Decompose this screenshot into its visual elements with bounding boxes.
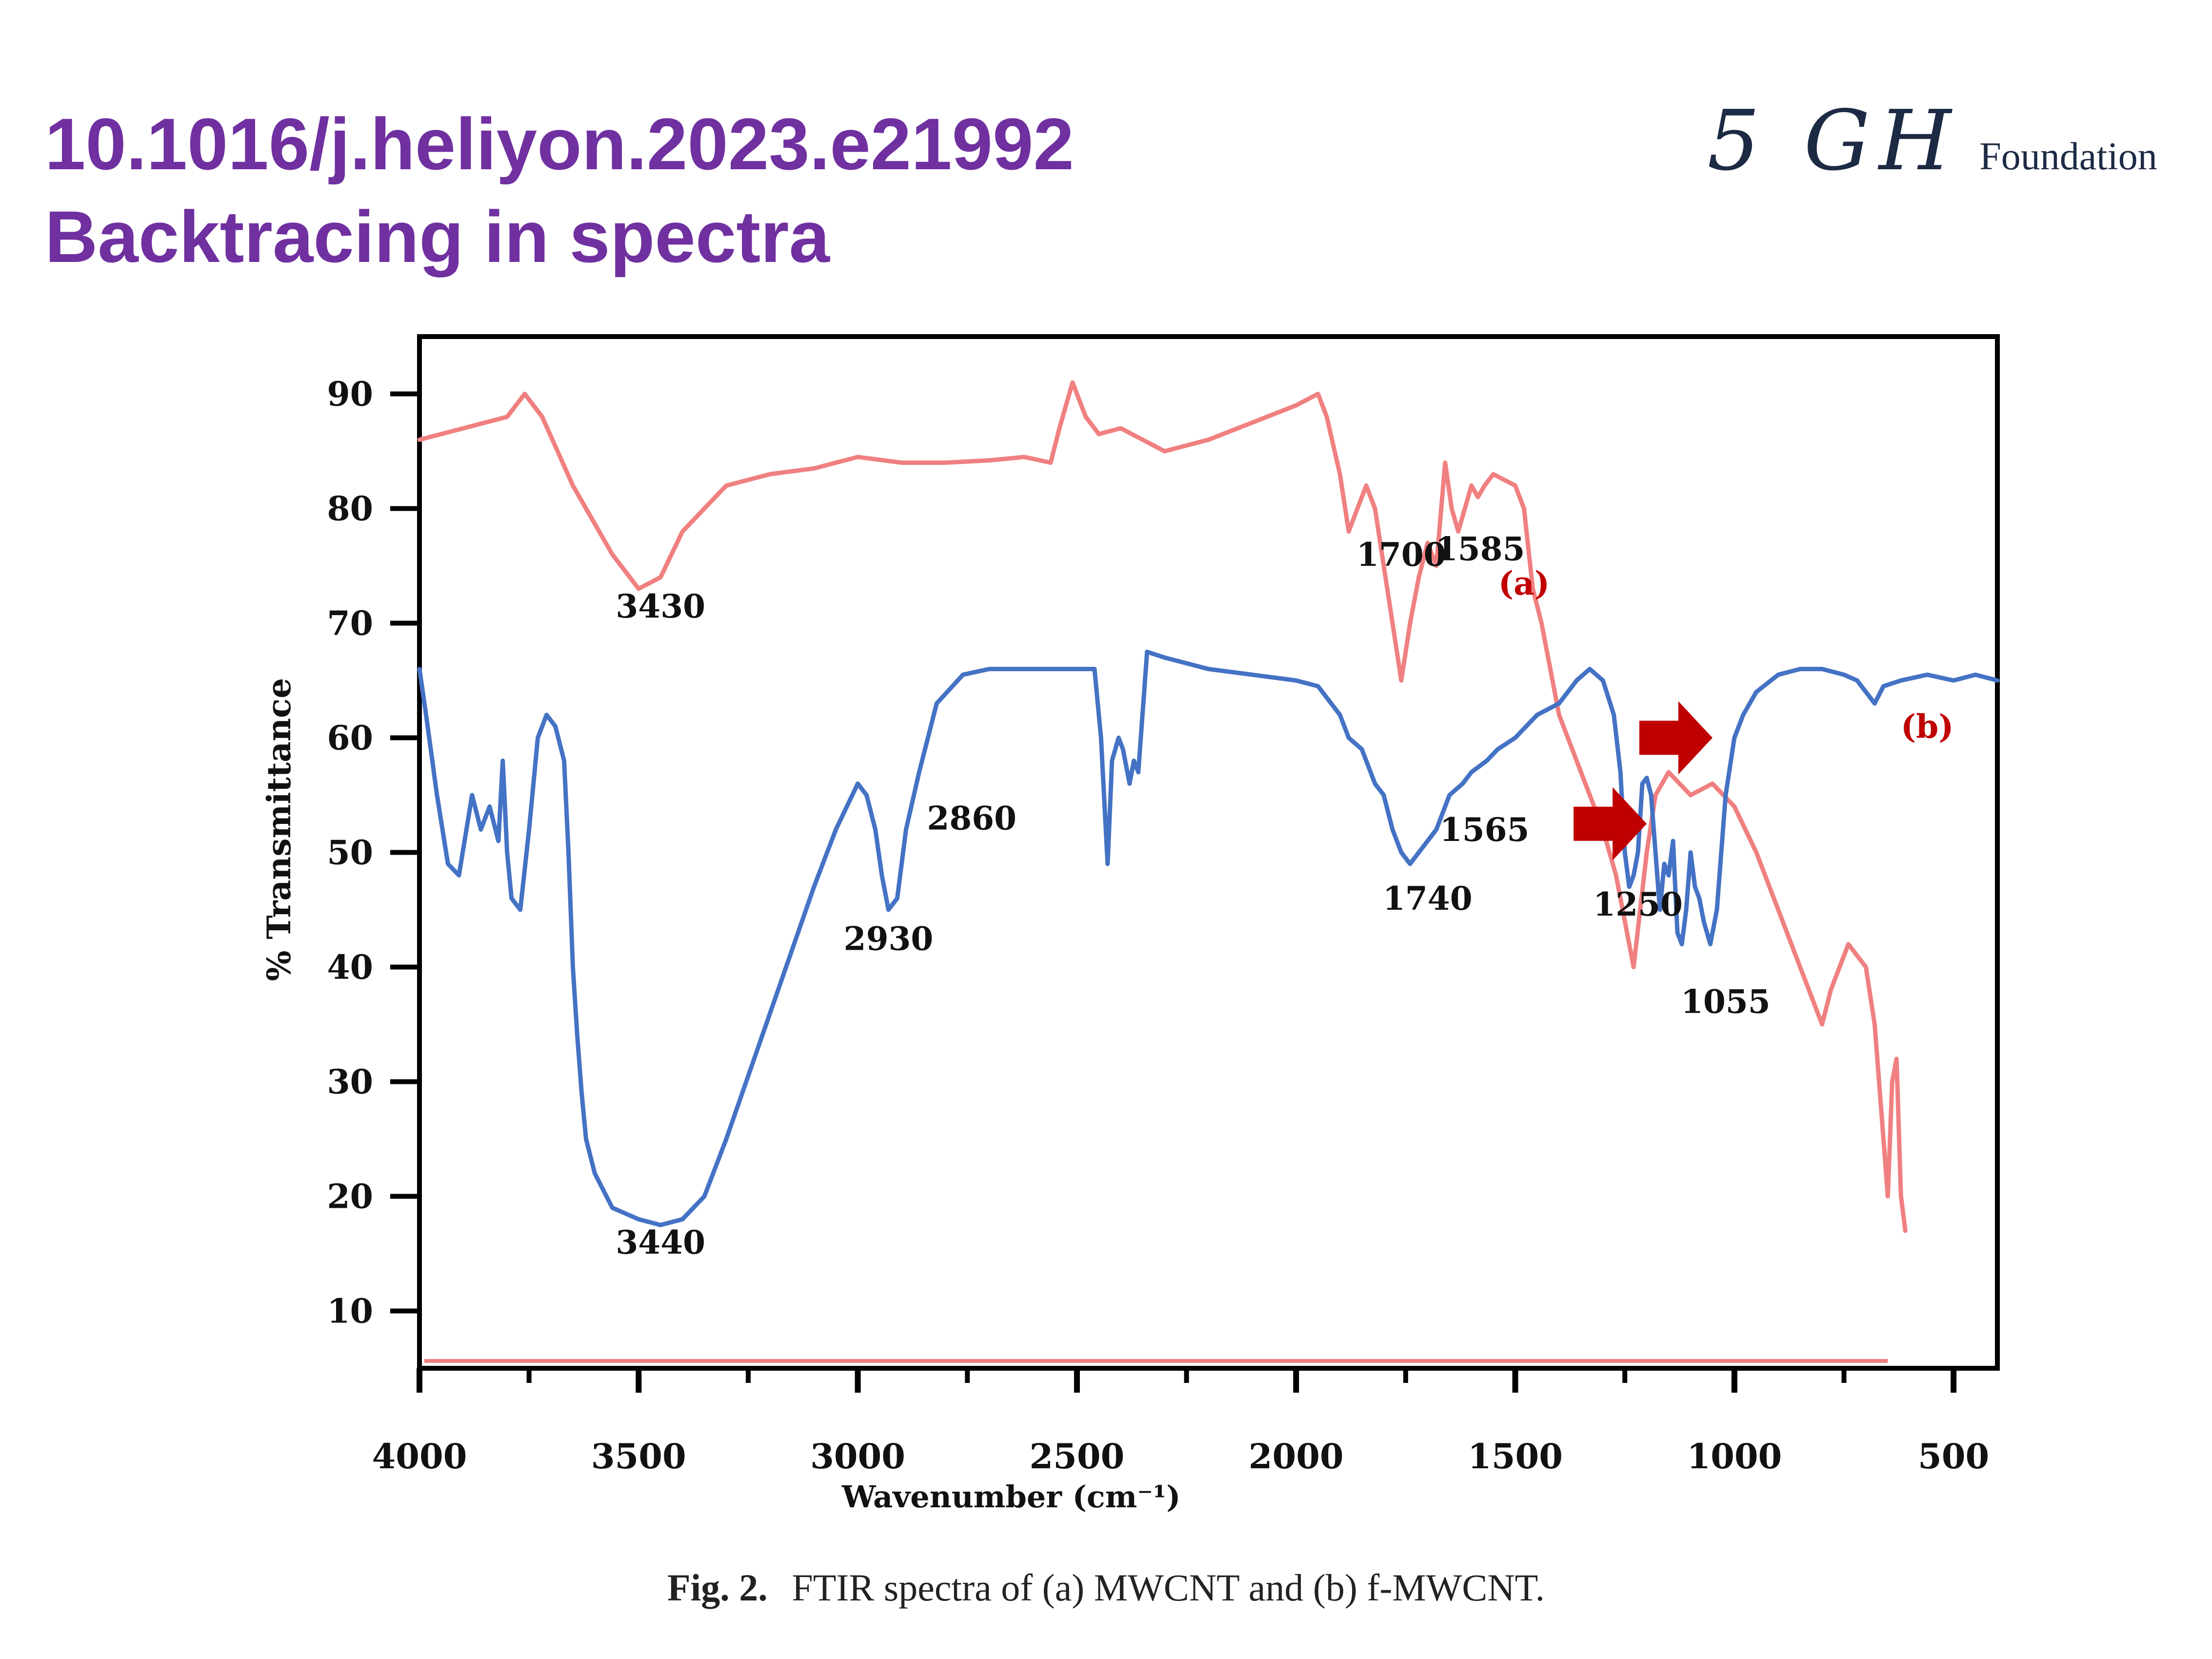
peak-label: 1585	[1435, 530, 1525, 568]
peak-label: 1055	[1681, 983, 1771, 1021]
peak-label: (a)	[1498, 564, 1550, 602]
y-tick-label: 80	[327, 490, 373, 529]
highlight-arrow-icon	[1639, 701, 1713, 775]
y-tick-label: 90	[327, 375, 373, 414]
highlight-arrow-icon	[1574, 787, 1647, 860]
x-tick-label: 500	[1918, 1436, 1989, 1477]
y-tick-label: 50	[327, 834, 373, 873]
ftir-chart: 10 20 30 40 50 60 70 80 90 4000 3500 3000 2500 2000 15…	[260, 334, 2000, 1515]
y-tick-label: 20	[327, 1178, 373, 1217]
peak-label: 2930	[844, 919, 934, 958]
x-tick-label: 3500	[591, 1436, 686, 1477]
x-tick-label: 3000	[810, 1436, 905, 1477]
figure-caption-text: FTIR spectra of (a) MWCNT and (b) f-MWCN…	[792, 1566, 1545, 1609]
peak-label: (b)	[1901, 708, 1954, 746]
y-tick-label: 10	[327, 1292, 373, 1331]
series-line-b	[417, 649, 2000, 1227]
x-tick-label: 4000	[372, 1436, 467, 1477]
y-tick-label: 60	[327, 719, 373, 758]
y-tick-label: 70	[327, 604, 373, 643]
brand-logo-text: Foundation	[1979, 135, 2157, 178]
peak-label: 1250	[1593, 885, 1683, 923]
plot-frame	[417, 334, 2000, 1371]
peak-label: 1700	[1356, 536, 1446, 574]
x-axis-label: Wavenumber (cm⁻¹)	[841, 1479, 1181, 1515]
y-axis-label: % Transmittance	[260, 678, 298, 981]
peak-label: 1740	[1383, 879, 1473, 918]
y-tick-label: 30	[327, 1063, 373, 1102]
x-tick-label: 2500	[1030, 1436, 1125, 1477]
x-tick-label: 1000	[1687, 1436, 1782, 1477]
figure-caption-label: Fig. 2.	[667, 1566, 768, 1609]
series-line-a	[417, 380, 1908, 1233]
peak-label: 1565	[1440, 811, 1530, 849]
peak-label: 2860	[927, 800, 1016, 838]
x-tick-label: 1500	[1468, 1436, 1563, 1477]
slide-subtitle: Backtracing in spectra	[45, 196, 830, 278]
peak-label: 3430	[616, 587, 705, 625]
brand-logo-mark: 5 GH	[1707, 93, 1960, 189]
figure-caption: Fig. 2. FTIR spectra of (a) MWCNT and (b…	[0, 1566, 2212, 1610]
brand-logo: 5 GH Foundation	[1707, 93, 2157, 189]
doi-title: 10.1016/j.heliyon.2023.e21992	[45, 103, 1074, 185]
x-tick-label: 2000	[1249, 1436, 1344, 1477]
y-tick-label: 40	[327, 948, 373, 987]
peak-label: 3440	[616, 1223, 705, 1261]
